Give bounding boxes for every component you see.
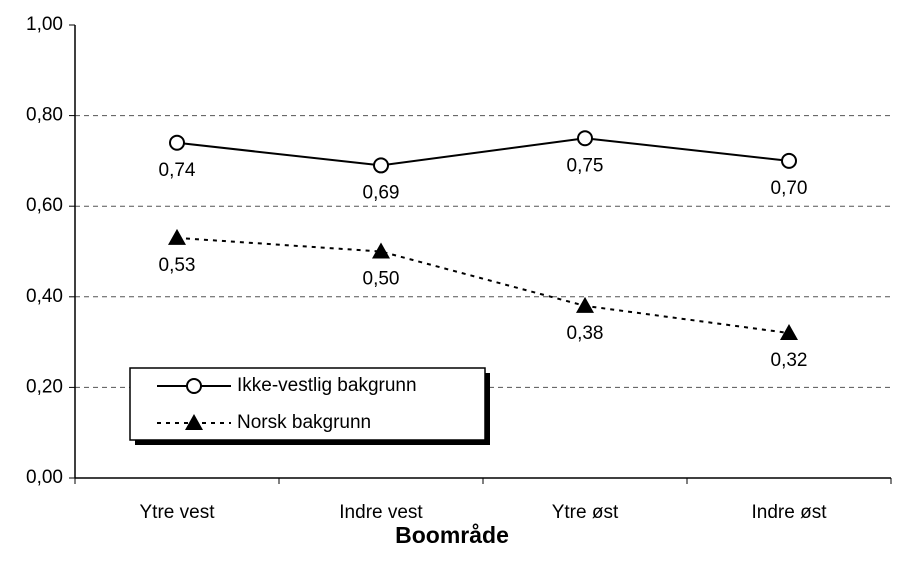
legend-marker xyxy=(186,378,202,394)
x-tick-label: Ytre vest xyxy=(140,502,216,523)
point xyxy=(169,134,185,151)
data-label: 0,70 xyxy=(771,178,808,199)
legend-label: Ikke-vestlig bakgrunn xyxy=(237,375,417,396)
y-tick-label: 1,00 xyxy=(26,14,63,35)
data-label: 0,53 xyxy=(159,255,196,276)
x-tick-label: Ytre øst xyxy=(552,502,619,523)
data-label: 0,38 xyxy=(567,323,604,344)
series-line xyxy=(176,236,790,335)
data-label: 0,74 xyxy=(159,160,196,181)
y-tick-label: 0,20 xyxy=(26,376,63,397)
point xyxy=(372,242,390,259)
x-tick-label: Indre vest xyxy=(339,502,423,523)
data-label: 0,69 xyxy=(363,182,400,203)
y-tick-label: 0,60 xyxy=(26,195,63,216)
point xyxy=(577,130,593,147)
series-line xyxy=(176,137,790,167)
point xyxy=(780,324,798,341)
y-tick-label: 0,00 xyxy=(26,467,63,488)
point xyxy=(373,157,389,174)
point xyxy=(576,296,594,313)
y-tick-label: 0,80 xyxy=(26,105,63,126)
x-tick-label: Indre øst xyxy=(752,502,828,523)
point xyxy=(168,228,186,245)
x-axis-label: Boområde xyxy=(395,522,509,548)
y-tick-label: 0,40 xyxy=(26,286,63,307)
legend-marker xyxy=(185,414,203,430)
data-label: 0,50 xyxy=(363,269,400,290)
data-label: 0,32 xyxy=(771,350,808,371)
point xyxy=(781,152,797,169)
legend-label: Norsk bakgrunn xyxy=(237,412,371,433)
data-label: 0,75 xyxy=(567,155,604,176)
